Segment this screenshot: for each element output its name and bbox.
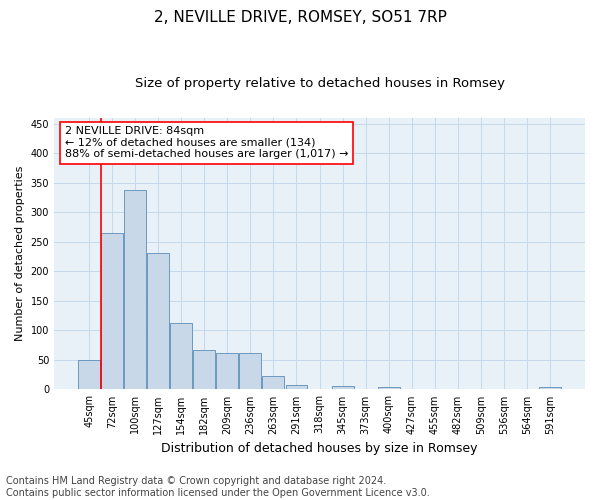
- Bar: [101, 233, 123, 390]
- Text: 2 NEVILLE DRIVE: 84sqm
← 12% of detached houses are smaller (134)
88% of semi-de: 2 NEVILLE DRIVE: 84sqm ← 12% of detached…: [65, 126, 348, 160]
- Title: Size of property relative to detached houses in Romsey: Size of property relative to detached ho…: [134, 78, 505, 90]
- Text: 2, NEVILLE DRIVE, ROMSEY, SO51 7RP: 2, NEVILLE DRIVE, ROMSEY, SO51 7RP: [154, 10, 446, 25]
- X-axis label: Distribution of detached houses by size in Romsey: Distribution of detached houses by size …: [161, 442, 478, 455]
- Bar: [332, 386, 353, 390]
- Bar: [377, 387, 400, 390]
- Bar: [539, 387, 561, 390]
- Bar: [262, 376, 284, 390]
- Bar: [193, 350, 215, 390]
- Bar: [217, 354, 238, 390]
- Bar: [286, 386, 307, 390]
- Bar: [147, 253, 169, 390]
- Bar: [124, 190, 146, 390]
- Bar: [78, 360, 100, 390]
- Y-axis label: Number of detached properties: Number of detached properties: [15, 166, 25, 342]
- Bar: [239, 354, 262, 390]
- Bar: [170, 323, 192, 390]
- Text: Contains HM Land Registry data © Crown copyright and database right 2024.
Contai: Contains HM Land Registry data © Crown c…: [6, 476, 430, 498]
